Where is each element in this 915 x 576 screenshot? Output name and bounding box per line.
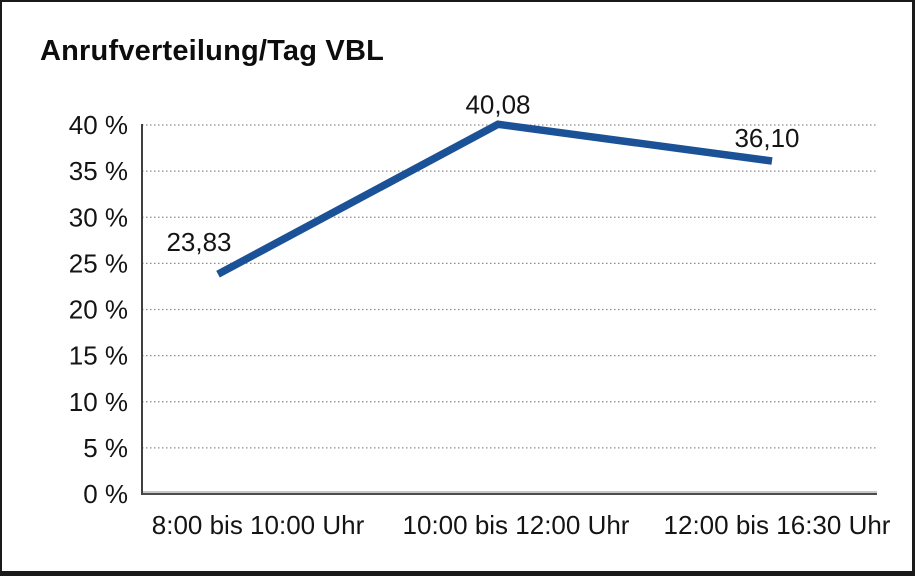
data-point-labels-group: 23,83 40,08 36,10 (166, 89, 799, 257)
gridlines-group (142, 124, 877, 449)
y-tick-label: 15 % (69, 341, 128, 371)
x-tick-label: 12:00 bis 16:30 Uhr (664, 510, 891, 540)
y-tick-label: 25 % (69, 248, 128, 278)
y-tick-label: 30 % (69, 202, 128, 232)
x-tick-label: 10:00 bis 12:00 Uhr (403, 510, 630, 540)
data-series-line (216, 120, 773, 278)
y-tick-label: 10 % (69, 387, 128, 417)
x-axis-labels-group: 8:00 bis 10:00 Uhr 10:00 bis 12:00 Uhr 12:… (152, 510, 891, 540)
x-tick-label: 8:00 bis 10:00 Uhr (152, 510, 365, 540)
axes-group (141, 124, 877, 495)
data-point-label: 36,10 (734, 123, 799, 153)
data-point-label: 23,83 (166, 227, 231, 257)
chart-title: Anrufverteilung/Tag VBL (40, 35, 385, 67)
y-tick-label: 0 % (83, 479, 128, 509)
y-tick-label: 20 % (69, 295, 128, 325)
y-tick-label: 5 % (83, 433, 128, 463)
y-axis-labels-group: 0 % 5 % 10 % 15 % 20 % 25 % 30 % 35 % 40 % (69, 110, 128, 509)
data-point-label: 40,08 (465, 89, 530, 119)
y-tick-label: 40 % (69, 110, 128, 140)
y-tick-label: 35 % (69, 156, 128, 186)
